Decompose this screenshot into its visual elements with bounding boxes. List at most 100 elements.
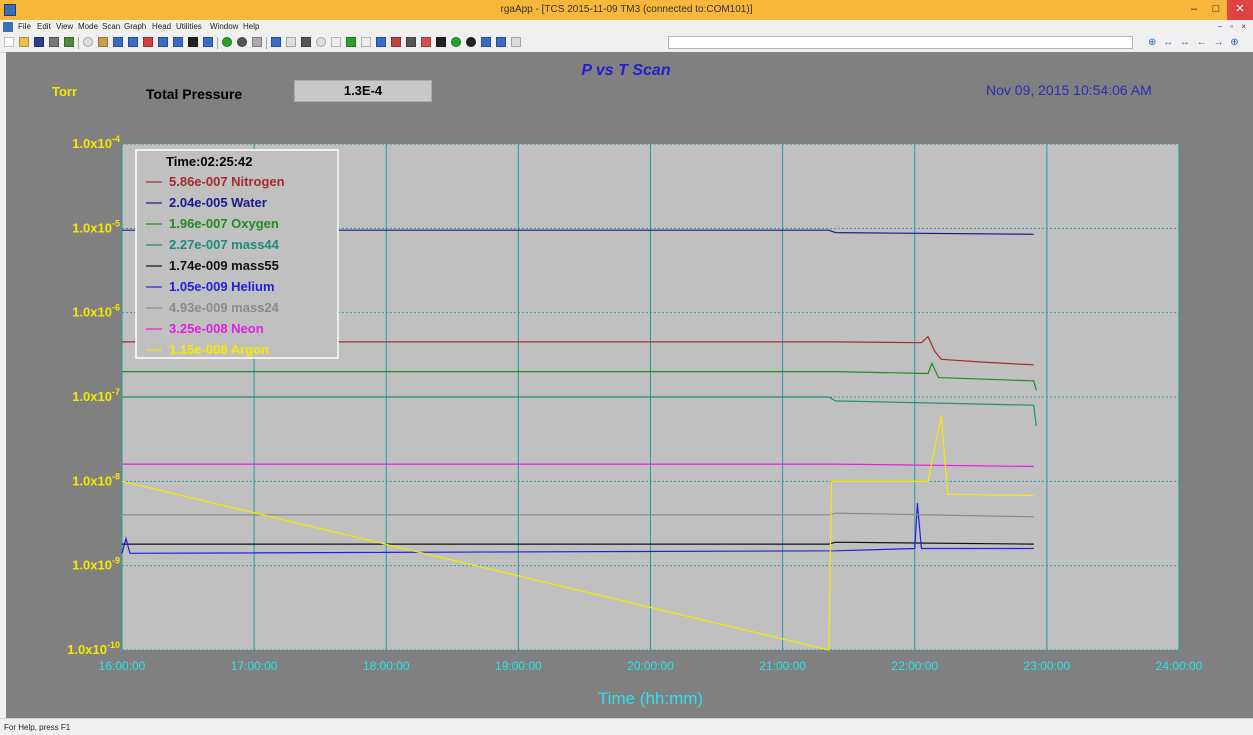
code-icon[interactable] bbox=[286, 37, 296, 47]
menu-scan[interactable]: Scan bbox=[102, 22, 121, 31]
x-tick-label: 21:00:00 bbox=[759, 659, 806, 673]
pressure-unit-label: Torr bbox=[52, 84, 78, 99]
toolbar-separator bbox=[78, 37, 79, 49]
series-line-oxygen bbox=[122, 361, 1037, 391]
alarm-icon[interactable] bbox=[391, 37, 401, 47]
chart-navigation-arrows[interactable]: ⊕ ↔ ↔ ← → ⊕ bbox=[1148, 37, 1241, 48]
menu-edit[interactable]: Edit bbox=[37, 22, 51, 31]
y-tick-label: 1.0x10-10 bbox=[67, 640, 120, 657]
degas-icon[interactable] bbox=[406, 37, 416, 47]
y-tick-label: 1.0x10-4 bbox=[72, 134, 120, 151]
remove-icon[interactable] bbox=[361, 37, 371, 47]
legend-reading: 5.86e-007 bbox=[169, 174, 231, 189]
status-text: For Help, press F1 bbox=[4, 723, 71, 732]
minimize-button[interactable]: – bbox=[1190, 3, 1198, 15]
legend-series-name: mass55 bbox=[231, 258, 279, 273]
ion-source-icon[interactable] bbox=[421, 37, 431, 47]
y-tick-label: 1.0x10-7 bbox=[72, 387, 120, 404]
menu-file[interactable]: File bbox=[18, 22, 31, 31]
pause-icon[interactable] bbox=[252, 37, 262, 47]
series-line-argon bbox=[121, 415, 1034, 651]
status-bar: For Help, press F1 bbox=[0, 718, 1253, 735]
series-line-helium bbox=[121, 503, 1034, 554]
legend-series-name: mass24 bbox=[231, 300, 279, 315]
y-tick-base: 1.0x10 bbox=[72, 136, 112, 151]
open-icon[interactable] bbox=[19, 37, 29, 47]
y-tick-base: 1.0x10 bbox=[72, 558, 112, 573]
list-icon[interactable] bbox=[376, 37, 386, 47]
menu-head[interactable]: Head bbox=[152, 22, 172, 31]
menu-utilities[interactable]: Utilities bbox=[176, 22, 202, 31]
pvt-scan-icon[interactable] bbox=[158, 37, 168, 47]
axis-icon[interactable] bbox=[481, 37, 491, 47]
document-icon[interactable] bbox=[3, 22, 13, 32]
clock-icon[interactable] bbox=[83, 37, 93, 47]
x-tick-label: 19:00:00 bbox=[495, 659, 542, 673]
leak-test-icon[interactable] bbox=[173, 37, 183, 47]
x-tick-label: 18:00:00 bbox=[363, 659, 410, 673]
y-tick-exponent: -9 bbox=[112, 556, 120, 566]
y-tick-exponent: -8 bbox=[112, 471, 120, 481]
legend-reading: 1.74e-009 bbox=[169, 258, 231, 273]
x-axis-title: Time (hh:mm) bbox=[598, 689, 703, 708]
legend-reading: 1.96e-007 bbox=[169, 216, 231, 231]
table-scan-icon[interactable] bbox=[143, 37, 153, 47]
chart-options-icon[interactable] bbox=[271, 37, 281, 47]
zoom-icon[interactable] bbox=[316, 37, 326, 47]
legend-series-name: Oxygen bbox=[231, 216, 279, 231]
y-tick-base: 1.0x10 bbox=[72, 305, 112, 320]
legend-entry-helium: 1.05e-009 Helium bbox=[169, 279, 275, 294]
filament-off-icon[interactable] bbox=[466, 37, 476, 47]
series-line-neon bbox=[122, 463, 1034, 468]
new-icon[interactable] bbox=[4, 37, 14, 47]
legend-entry-water: 2.04e-005 Water bbox=[169, 195, 267, 210]
legend-reading: 1.05e-009 bbox=[169, 279, 231, 294]
maximize-button[interactable]: □ bbox=[1212, 3, 1220, 15]
y-tick-label: 1.0x10-6 bbox=[72, 303, 120, 320]
menu-window[interactable]: Window bbox=[210, 22, 239, 31]
analog-scan-icon[interactable] bbox=[113, 37, 123, 47]
connect-icon[interactable] bbox=[64, 37, 74, 47]
stop-icon[interactable] bbox=[237, 37, 247, 47]
filament-on-icon[interactable] bbox=[451, 37, 461, 47]
legend-entry-oxygen: 1.96e-007 Oxygen bbox=[169, 216, 279, 231]
scan-datetime: Nov 09, 2015 10:54:06 AM bbox=[986, 82, 1152, 98]
pvt-chart: 16:00:00 17:00:00 18:00:00 19:00:00 20:00:00… bbox=[67, 134, 1202, 708]
annunciator-icon[interactable] bbox=[203, 37, 213, 47]
legend-series-name: Water bbox=[231, 195, 267, 210]
x-tick-label: 23:00:00 bbox=[1024, 659, 1071, 673]
print-icon[interactable] bbox=[49, 37, 59, 47]
histogram-scan-icon[interactable] bbox=[128, 37, 138, 47]
y-tick-exponent: -4 bbox=[112, 134, 120, 144]
cem-icon[interactable] bbox=[436, 37, 446, 47]
y-tick-exponent: -10 bbox=[107, 640, 120, 650]
x-tick-label: 20:00:00 bbox=[627, 659, 674, 673]
channel-icon[interactable] bbox=[346, 37, 356, 47]
add-icon[interactable] bbox=[331, 37, 341, 47]
menu-mode[interactable]: Mode bbox=[78, 22, 99, 31]
legend-entry-nitrogen: 5.86e-007 Nitrogen bbox=[169, 174, 285, 189]
menu-graph[interactable]: Graph bbox=[124, 22, 147, 31]
menu-bar: File Edit View Mode Scan Graph Head Util… bbox=[0, 20, 1253, 34]
series-line-water bbox=[122, 229, 1034, 235]
legend-reading: 2.27e-007 bbox=[169, 237, 231, 252]
legend-entry-mass24: 4.93e-009 mass24 bbox=[169, 300, 280, 315]
legend-cursor-time: Time:02:25:42 bbox=[166, 154, 252, 169]
menu-help[interactable]: Help bbox=[243, 22, 260, 31]
filament-icon[interactable] bbox=[98, 37, 108, 47]
legend-series-name: Nitrogen bbox=[231, 174, 285, 189]
tools-icon[interactable] bbox=[496, 37, 506, 47]
mdi-window-buttons[interactable]: – ▫ × bbox=[1217, 22, 1249, 31]
start-icon[interactable] bbox=[222, 37, 232, 47]
context-help-icon[interactable] bbox=[511, 37, 521, 47]
toolbar-input[interactable] bbox=[668, 36, 1133, 49]
save-icon[interactable] bbox=[34, 37, 44, 47]
close-button[interactable]: ✕ bbox=[1227, 0, 1253, 20]
menu-view[interactable]: View bbox=[56, 22, 74, 31]
library-icon[interactable] bbox=[301, 37, 311, 47]
y-tick-base: 1.0x10 bbox=[67, 642, 107, 657]
x-tick-label: 22:00:00 bbox=[891, 659, 938, 673]
grid-icon[interactable] bbox=[188, 37, 198, 47]
legend-series-name: Argon bbox=[231, 342, 269, 357]
app-icon[interactable] bbox=[4, 4, 16, 16]
